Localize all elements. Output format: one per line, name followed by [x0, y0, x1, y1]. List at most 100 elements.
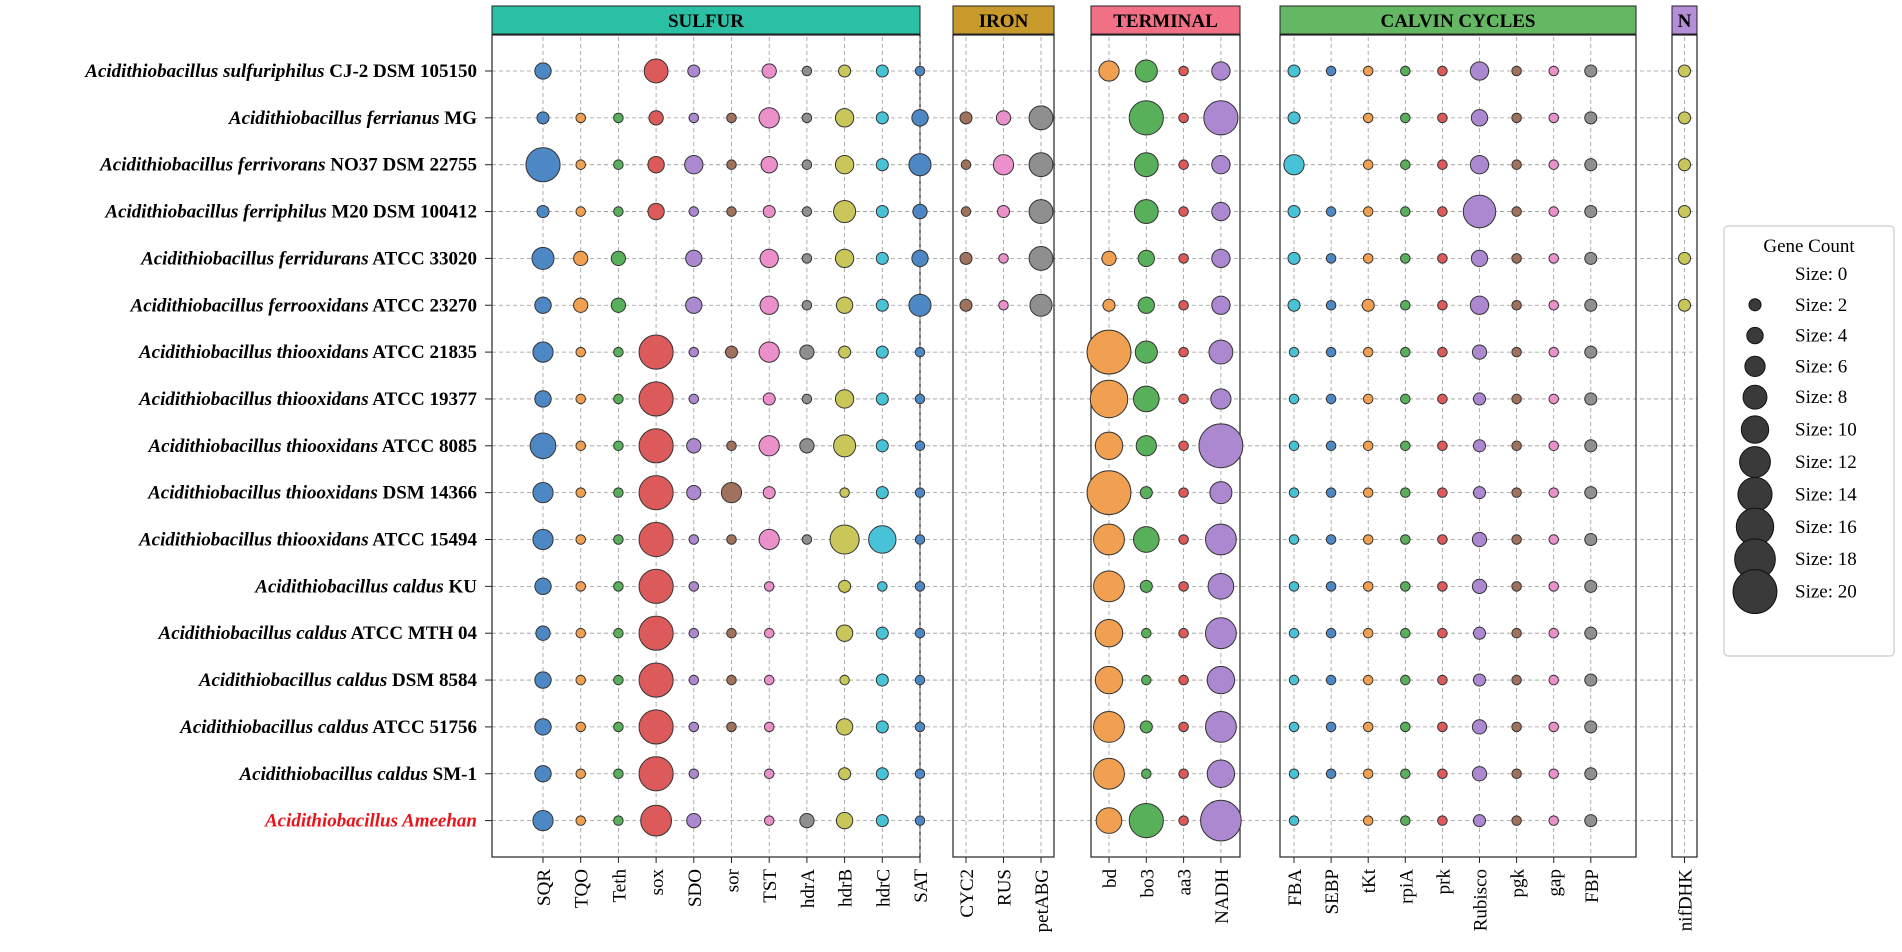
strain-name: NO37 DSM 22755	[326, 155, 477, 176]
bubble-marker	[1287, 205, 1301, 219]
bubble-marker	[1362, 815, 1374, 826]
bubble-marker	[801, 112, 813, 124]
bubble-marker	[1178, 815, 1189, 826]
bubble-marker	[1584, 251, 1598, 265]
bubble-marker	[1288, 487, 1300, 498]
bubble-marker	[1584, 111, 1598, 125]
bubble-marker	[1472, 486, 1487, 500]
strain-name: ATCC 33020	[369, 248, 477, 269]
bubble-marker	[613, 159, 624, 170]
bubble-marker	[1288, 815, 1300, 826]
bubble-marker	[960, 159, 972, 170]
bubble-marker	[1139, 486, 1153, 500]
bubble-marker	[912, 203, 928, 220]
species-name: Acidithiobacillus thiooxidans	[138, 389, 369, 410]
bubble-marker	[534, 718, 552, 736]
bubble-marker	[685, 296, 703, 314]
bubble-marker	[835, 811, 854, 830]
bubble-marker	[868, 525, 897, 554]
bubble-marker	[1677, 251, 1692, 265]
bubble-marker	[758, 107, 780, 129]
bubble-marker	[835, 296, 854, 314]
bubble-marker	[525, 147, 561, 183]
species-label: Acidithiobacillus ferrianus MG	[228, 108, 477, 129]
bubble-marker	[1511, 206, 1522, 217]
panel-header-label: TERMINAL	[1113, 11, 1218, 32]
panel-calvin-cycles: CALVIN CYCLES FBA SEBP tKt rpiA prk Rubisco pgk…	[1279, 5, 1637, 931]
bubble-marker	[763, 674, 775, 686]
bubble-marker	[1362, 581, 1374, 592]
bubble-marker	[534, 577, 552, 596]
bubble-marker	[532, 528, 554, 551]
bubble-marker	[875, 345, 889, 359]
bubble-marker	[1028, 199, 1054, 224]
legend-entry: Size: 12	[1795, 452, 1857, 473]
x-tick-label: hdrA	[798, 869, 819, 908]
bubble-marker	[762, 392, 776, 406]
bubble-marker	[575, 440, 586, 452]
bubble-marker	[1128, 100, 1164, 136]
strain-name: ATCC 15494	[369, 530, 478, 551]
bubble-marker	[1511, 674, 1522, 686]
bubble-marker	[613, 768, 624, 780]
bubble-marker	[1325, 440, 1337, 452]
bubble-marker	[536, 205, 550, 219]
bubble-marker	[1548, 440, 1559, 452]
bubble-marker	[801, 65, 813, 77]
species-name: Acidithiobacillus thiooxidans	[138, 342, 369, 363]
legend-marker	[1737, 476, 1773, 512]
bubble-marker	[638, 381, 674, 417]
bubble-marker	[1584, 345, 1598, 359]
bubble-marker	[643, 58, 669, 84]
bubble-marker	[1511, 253, 1522, 264]
bubble-marker	[1139, 720, 1153, 734]
x-tick-label: FBA	[1285, 869, 1306, 906]
bubble-marker	[1211, 201, 1231, 222]
bubble-marker	[1362, 674, 1374, 686]
species-label: Acidithiobacillus ferrooxidans ATCC 2327…	[130, 295, 477, 316]
x-tick-label: Teth	[609, 869, 630, 903]
strain-name: ATCC 51756	[369, 717, 477, 738]
bubble-marker	[638, 756, 674, 792]
species-name: Acidithiobacillus caldus	[198, 670, 387, 691]
bubble-marker	[1400, 253, 1411, 264]
bubble-marker	[1400, 768, 1411, 780]
species-name: Acidithiobacillus thiooxidans	[147, 483, 378, 504]
bubble-marker	[647, 202, 665, 221]
bubble-marker	[1029, 293, 1053, 317]
x-tick-label: SEBP	[1322, 869, 1343, 914]
bubble-marker	[1362, 534, 1374, 545]
bubble-marker	[613, 581, 624, 592]
bubble-marker	[758, 528, 780, 551]
species-name: Acidithiobacillus thiooxidans	[147, 436, 378, 457]
bubble-marker	[1548, 206, 1559, 217]
bubble-marker	[834, 389, 855, 409]
bubble-marker	[875, 814, 889, 828]
bubble-marker	[1287, 251, 1301, 265]
bubble-marker	[763, 627, 775, 639]
species-label: Acidithiobacillus ferrivorans NO37 DSM 2…	[99, 155, 477, 176]
bubble-marker	[1287, 111, 1301, 125]
bubble-marker	[1178, 581, 1189, 592]
bubble-marker	[908, 153, 932, 177]
species-name: Acidithiobacillus caldus	[238, 764, 427, 785]
bubble-marker	[1548, 815, 1559, 826]
species-label: Acidithiobacillus caldus ATCC 51756	[179, 717, 477, 738]
bubble-marker	[1203, 100, 1239, 136]
bubble-marker	[1288, 393, 1300, 405]
bubble-marker	[688, 627, 700, 639]
species-label: Acidithiobacillus Ameehan	[264, 811, 477, 832]
bubble-marker	[1437, 581, 1448, 592]
bubble-marker	[829, 524, 860, 555]
bubble-marker	[959, 111, 973, 125]
x-tick-label: TST	[760, 869, 781, 903]
x-tick-label: hdrB	[836, 869, 857, 907]
bubble-marker	[1584, 814, 1598, 828]
bubble-marker	[1362, 721, 1374, 733]
bubble-marker	[914, 768, 926, 780]
x-tick-label: hdrC	[873, 869, 894, 907]
species-label: Acidithiobacillus caldus DSM 8584	[198, 670, 478, 691]
bubble-marker	[575, 159, 586, 170]
bubble-marker	[763, 581, 775, 592]
bubble-marker	[1400, 112, 1411, 124]
